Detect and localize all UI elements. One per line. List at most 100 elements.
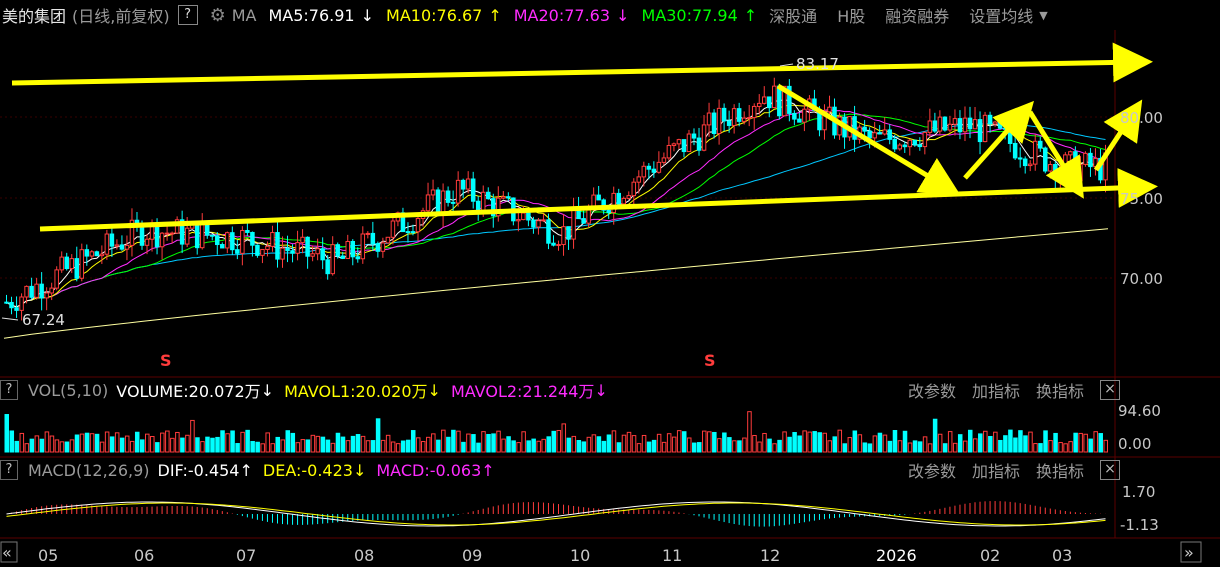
candle-body [501,196,506,199]
vol-close-icon[interactable]: × [1100,380,1120,400]
volume-bar [275,436,280,453]
macd-close-icon[interactable]: × [1100,460,1120,480]
candle-body [169,232,175,235]
volume-bar [666,433,672,453]
vol-switch-button[interactable]: 换指标 [1035,382,1084,401]
trend-arrow [11,42,1153,86]
volume-bar [777,439,782,453]
ma10-text: MA10:76.67 [386,5,483,25]
stock-name[interactable]: 美的集团 [2,7,67,26]
candle-body [470,178,476,202]
volume-bar [446,436,451,453]
macd-params-button[interactable]: 改参数 [907,462,956,481]
candle-body [892,138,897,150]
volume-bar [380,439,386,453]
volume-bar [516,442,521,453]
arrow-down-icon: ↓ [427,380,441,400]
volume-bar [1023,435,1028,453]
candle-body [380,242,386,252]
candle-body [681,139,687,153]
volume-bar [471,434,476,453]
candle-body [355,256,361,260]
volume-bar [170,437,175,453]
volume-bar [129,440,135,453]
candle-body [551,242,556,246]
candle-body [220,244,225,249]
arrow-up-icon: ↑ [481,460,495,480]
candle-body [872,132,877,139]
volume-bar [160,432,165,453]
help-button[interactable]: ? [177,5,198,25]
gear-icon[interactable]: ⚙ [209,4,226,26]
candle-body [465,178,471,190]
scroll-left-button[interactable] [0,541,18,563]
candle-body [345,240,351,259]
volume-bar [1033,443,1038,453]
volume-bar [220,430,225,453]
candle-body [255,244,260,256]
link-ma-settings[interactable]: 设置均线 [969,7,1034,26]
candle-body [109,233,115,247]
volume-bar [240,431,245,453]
volume-bar [526,440,531,453]
volume-bar [691,442,697,453]
macd-name[interactable]: MACD(12,26,9) [28,460,150,480]
vol-name[interactable]: VOL(5,10) [28,380,109,400]
volume-bar [757,441,762,453]
signal-marker: S [704,351,716,370]
x-tick: 09 [462,546,482,565]
scroll-right-button[interactable] [1180,541,1202,563]
chevron-down-icon[interactable]: ▼ [1039,8,1048,22]
volume-bar [616,442,622,453]
volume-bar [993,431,998,453]
volume-bar [150,435,155,453]
candle-body [867,130,872,139]
candle-body [9,301,14,309]
volume-bar [119,437,125,453]
volume-bar [426,436,431,453]
volume-bar [606,434,612,453]
candle-body [666,144,672,159]
candle-body [375,243,381,252]
volume-bar [742,437,747,453]
candle-body [485,191,491,200]
candle-body [124,244,130,250]
link-sz-connect[interactable]: 深股通 [769,7,818,26]
arrow-down-icon: ↓ [260,380,275,400]
volume-bar [641,434,647,453]
candle-body [987,114,993,125]
macd-help-button[interactable]: ? [0,460,18,480]
candle-body [696,137,702,151]
volume-bar [812,431,817,453]
candle-body [496,197,501,217]
volume-bar [983,430,988,453]
price-tick: 80.00 [1120,109,1163,127]
candle-body [335,244,340,257]
candle-body [967,117,973,130]
scroll-left-icon: « [2,543,12,562]
volume-bar [912,440,918,453]
vol-params-button[interactable]: 改参数 [907,382,956,401]
volume-bar [69,439,75,453]
volume-bar [882,434,888,453]
candle-body [1078,163,1083,182]
candle-body [74,258,80,279]
volume-bar [1058,442,1063,453]
link-h-share[interactable]: H股 [837,7,866,26]
macd-add-button[interactable]: 加指标 [971,462,1020,481]
volume-bar [772,443,777,453]
candle-body [1048,164,1053,172]
candle-body [827,106,832,113]
candle-body [1053,164,1058,181]
candle-body [521,212,526,221]
candle-body [716,107,722,134]
vol-add-button[interactable]: 加指标 [971,382,1020,401]
vol-help-button[interactable]: ? [0,380,18,400]
link-margin[interactable]: 融资融券 [885,7,950,26]
candle-body [676,139,682,145]
candle-body [370,232,376,245]
macd-switch-button[interactable]: 换指标 [1035,462,1084,481]
candle-body [656,161,662,173]
candle-body [34,283,39,298]
